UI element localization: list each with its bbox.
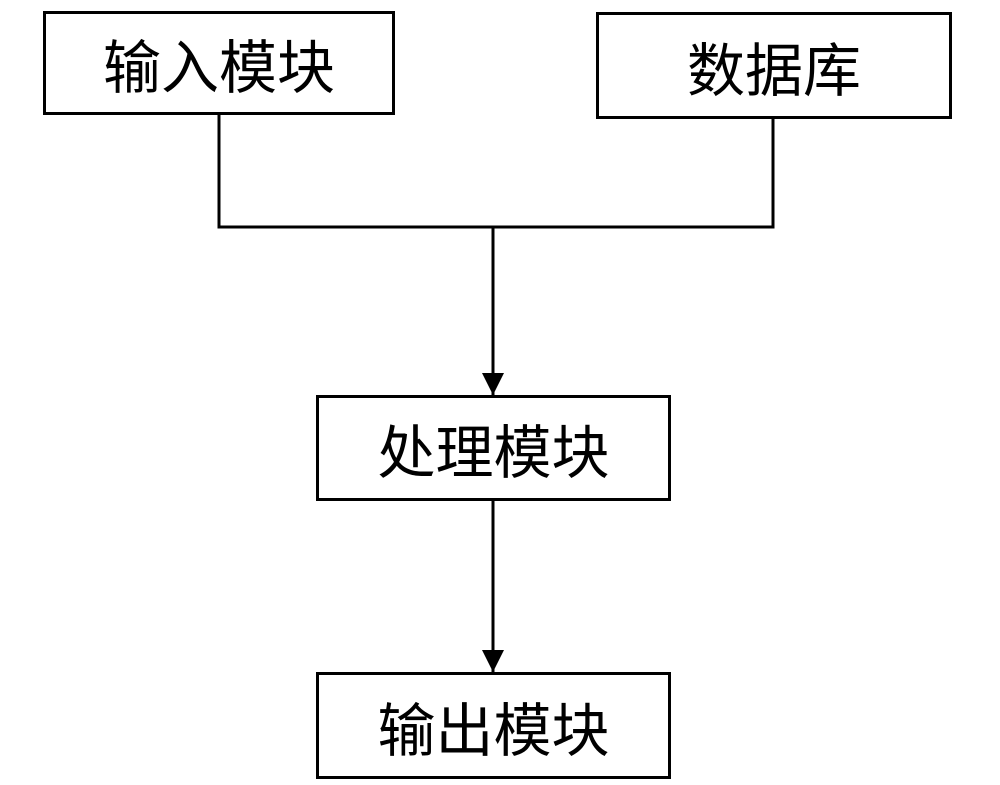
edge-database-process <box>493 119 773 227</box>
arrowhead-process-output <box>482 650 504 672</box>
connectors <box>0 0 1000 785</box>
edge-input-process <box>219 115 493 395</box>
arrowhead-input-process <box>482 373 504 395</box>
